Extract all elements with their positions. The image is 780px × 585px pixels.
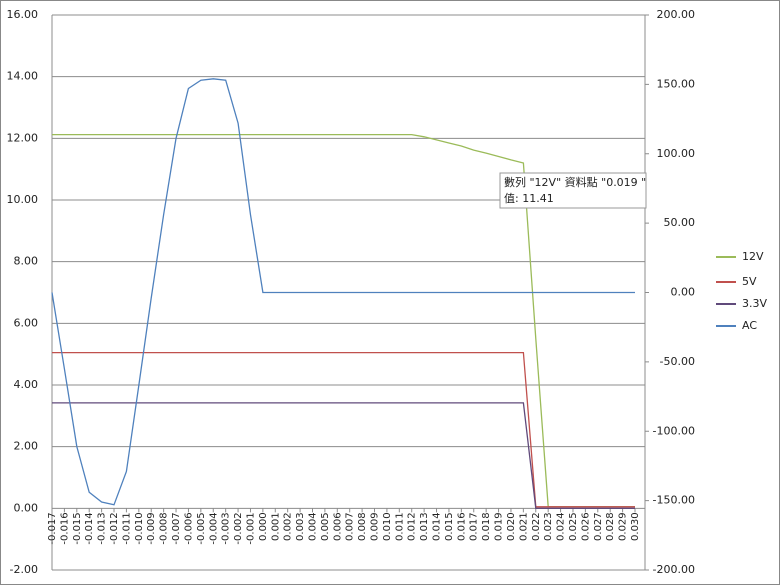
y-tick-label: 8.00 [14, 255, 39, 268]
legend-label: 3.3V [742, 297, 767, 310]
x-tick-label: -0.016 [59, 512, 70, 544]
x-tick-label: -0.002 [233, 512, 244, 544]
x-tick-label: 0.029 [618, 512, 629, 541]
y-tick-label: 12.00 [7, 131, 39, 144]
x-tick-label: 0.004 [307, 512, 318, 541]
x-tick-label: -0.013 [97, 512, 108, 544]
x-tick-label: 0.008 [357, 512, 368, 541]
x-tick-label: 0.003 [295, 512, 306, 541]
y-tick-label: -2.00 [10, 563, 38, 576]
x-tick-label: -0.007 [171, 512, 182, 544]
x-tick-label: 0.024 [556, 512, 567, 541]
y-tick-label: 2.00 [14, 440, 39, 453]
series-line [52, 351, 635, 508]
x-tick-label: 0.001 [270, 512, 281, 541]
x-tick-label: 0.021 [518, 512, 529, 541]
x-tick-label: 0.019 [494, 512, 505, 541]
x-tick-label: 0.010 [382, 512, 393, 541]
y2-tick-label: 150.00 [657, 77, 696, 90]
x-tick-label: 0.012 [407, 512, 418, 541]
x-tick-label: -0.003 [221, 512, 232, 544]
x-tick-label: 0.027 [593, 512, 604, 541]
series-line [52, 402, 635, 509]
x-tick-label: 0.015 [444, 512, 455, 541]
x-tick-label: 0.016 [456, 512, 467, 541]
x-tick-label: 0.006 [332, 512, 343, 541]
x-tick-label: -0.010 [134, 512, 145, 544]
tooltip-text: 值: 11.41 [504, 192, 554, 205]
legend-label: 5V [742, 275, 757, 288]
x-tick-label: -0.011 [121, 512, 132, 544]
x-tick-label: 0.028 [605, 512, 616, 541]
tooltip-box [499, 172, 647, 209]
x-tick-label: -0.017 [47, 512, 58, 544]
x-tick-label: 0.014 [432, 512, 443, 541]
x-tick-label: 0.022 [531, 512, 542, 541]
x-tick-label: 0.005 [320, 512, 331, 541]
series-line [52, 133, 635, 508]
x-tick-label: 0.023 [543, 512, 554, 541]
y-tick-label: 10.00 [7, 193, 39, 206]
y2-tick-label: -50.00 [660, 355, 695, 368]
x-tick-label: -0.014 [84, 512, 95, 544]
x-tick-label: 0.026 [580, 512, 591, 541]
x-tick-label: -0.015 [72, 512, 83, 544]
x-tick-label: 0.013 [419, 512, 430, 541]
y2-tick-label: 200.00 [657, 8, 696, 21]
x-tick-label: 0.018 [481, 512, 492, 541]
x-tick-label: -0.009 [146, 512, 157, 544]
x-tick-label: 0.011 [394, 512, 405, 541]
x-tick-label: -0.008 [159, 512, 170, 544]
y-tick-label: 6.00 [14, 316, 39, 329]
x-tick-label: 0.000 [258, 512, 269, 541]
y2-tick-label: -100.00 [653, 424, 695, 437]
y2-tick-label: -200.00 [653, 563, 695, 576]
x-tick-label: -0.005 [196, 512, 207, 544]
x-tick-label: -0.001 [245, 512, 256, 544]
tooltip-text: 數列 "12V" 資料點 "0.019 " [504, 175, 646, 189]
y-tick-label: 14.00 [7, 70, 39, 83]
y2-tick-label: 50.00 [664, 216, 696, 229]
x-tick-label: 0.007 [345, 512, 356, 541]
y2-tick-label: 100.00 [657, 147, 696, 160]
x-tick-label: 0.009 [370, 512, 381, 541]
x-tick-label: -0.006 [183, 512, 194, 544]
legend-label: AC [742, 319, 757, 332]
y-tick-label: 4.00 [14, 378, 39, 391]
x-tick-label: 0.030 [630, 512, 641, 541]
y-tick-label: 16.00 [7, 8, 39, 21]
y-tick-label: 0.00 [14, 501, 39, 514]
series-line [51, 78, 635, 506]
x-tick-label: -0.012 [109, 512, 120, 544]
legend-label: 12V [742, 250, 764, 263]
tooltip: 數列 "12V" 資料點 "0.019 " 值: 11.41 [499, 172, 647, 209]
x-tick-label: -0.004 [208, 512, 219, 544]
x-tick-label: 0.017 [469, 512, 480, 541]
x-tick-label: 0.020 [506, 512, 517, 541]
x-tick-label: 0.002 [283, 512, 294, 541]
y2-tick-label: 0.00 [671, 286, 696, 299]
x-tick-label: 0.025 [568, 512, 579, 541]
y2-tick-label: -150.00 [653, 494, 695, 507]
